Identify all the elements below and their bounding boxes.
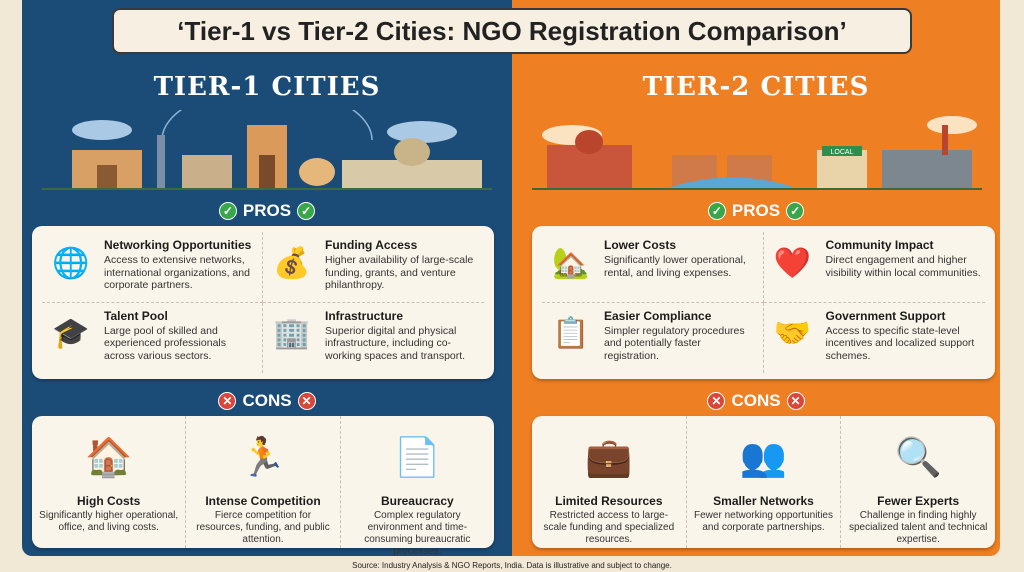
item-title: Smaller Networks [713, 494, 814, 508]
con-item: 📄 Bureaucracy Complex regulatory environme… [341, 416, 494, 557]
item-text: Challenge in finding highly specialized … [848, 510, 988, 545]
check-icon: ✓ [218, 202, 237, 220]
check-icon: ✓ [786, 202, 805, 220]
network-globe-icon: 🌐 [52, 246, 90, 280]
small-network-icon: 👥 [739, 437, 788, 479]
item-text: Higher availability of large-scale fundi… [325, 254, 474, 292]
check-icon: ✓ [297, 202, 316, 220]
con-item: 👥 Smaller Networks Fewer networking opport… [687, 416, 842, 548]
item-text: Access to specific state-level incentive… [825, 324, 975, 362]
briefcase-coin-icon: 💼 [585, 437, 633, 479]
government-handshake-icon: 🤝 [773, 317, 812, 350]
pro-item: ❤️ Community Impact Direct engagement and … [763, 232, 985, 303]
x-icon: ✕ [786, 392, 805, 410]
coins-house-icon: 🏡 [552, 246, 590, 280]
tier1-pros-card: 🌐 Networking Opportunities Access to exten… [32, 226, 494, 379]
pro-item: 🎓 Talent Pool Large pool of skilled and ex… [42, 302, 263, 373]
item-title: Fewer Experts [877, 494, 960, 508]
x-icon: ✕ [218, 392, 237, 410]
item-title: Limited Resources [555, 494, 663, 508]
item-text: Complex regulatory environment and time-… [364, 510, 471, 557]
tier1-heading: TIER-1 CITIES [153, 72, 381, 102]
tier2-panel: TIER-2 CITIES LOCAL ✓ PROS ✓ 🏡 Lower Costs S… [512, 0, 1000, 556]
graduation-people-icon: 🎓 [52, 317, 90, 350]
red-tape-documents-icon: 📄 [393, 437, 441, 479]
tier1-panel: TIER-1 CITIES ✓ PROS ✓ 🌐 Networking Opportu… [22, 0, 512, 557]
x-icon: ✕ [297, 392, 316, 410]
x-icon: ✕ [707, 392, 726, 410]
con-item: 🏃 Intense Competition Fierce competition f… [186, 416, 341, 548]
item-title: Funding Access [325, 238, 418, 252]
tier2-heading: TIER-2 CITIES [642, 72, 870, 102]
tier2-cons-card: 💼 Limited Resources Restricted access to l… [532, 416, 995, 548]
item-title: Intense Competition [205, 494, 321, 508]
con-item: 🏠 High Costs Significantly higher operatio… [32, 416, 187, 548]
source-note: Source: Industry Analysis & NGO Reports,… [352, 561, 672, 570]
pro-item: 🌐 Networking Opportunities Access to exten… [42, 232, 263, 303]
con-item: 🔍 Fewer Experts Challenge in finding highl… [841, 416, 995, 548]
expert-search-icon: 🔍 [894, 437, 942, 479]
pro-item: 💰 Funding Access Higher availability of la… [263, 232, 484, 303]
item-title: Talent Pool [104, 308, 168, 323]
rising-cost-house-icon: 🏠 [84, 437, 133, 479]
item-text: Significantly higher operational, office… [39, 510, 179, 533]
item-title: High Costs [76, 494, 141, 508]
item-text: Fierce competition for resources, fundin… [196, 510, 330, 545]
item-title: Networking Opportunities [104, 238, 252, 252]
item-text: Significantly lower operational, rental,… [604, 254, 746, 279]
item-text: Large pool of skilled and experienced pr… [104, 324, 226, 362]
local-sign: LOCAL [831, 149, 854, 156]
pro-item: 📋 Easier Compliance Simpler regulatory pro… [542, 302, 764, 373]
checklist-icon: 📋 [552, 317, 590, 350]
runners-race-icon: 🏃 [239, 437, 287, 479]
heart-hands-icon: ❤️ [773, 246, 812, 280]
item-text: Superior digital and physical infrastruc… [325, 324, 466, 362]
office-building-icon: 🏢 [273, 317, 311, 350]
item-title: Infrastructure [325, 308, 404, 323]
item-text: Direct engagement and higher visibility … [825, 254, 981, 279]
item-title: Bureaucracy [380, 494, 454, 508]
item-title: Community Impact [825, 238, 934, 252]
pro-item: 🏢 Infrastructure Superior digital and phys… [263, 303, 484, 374]
pro-item: 🤝 Government Support Access to specific st… [764, 303, 986, 374]
tier1-cons-heading: ✕ CONS ✕ [22, 391, 512, 411]
item-text: Restricted access to large-scale funding… [543, 510, 675, 545]
tier1-skyline-illustration [42, 110, 492, 190]
pro-item: 🏡 Lower Costs Significantly lower operatio… [542, 232, 764, 303]
tier2-skyline-illustration: LOCAL [532, 116, 982, 190]
item-text: Fewer networking opportunities and corpo… [694, 510, 833, 533]
item-title: Easier Compliance [604, 308, 712, 323]
con-item: 💼 Limited Resources Restricted access to l… [532, 416, 687, 548]
tier2-pros-heading: ✓ PROS ✓ [512, 201, 1000, 221]
item-text: Simpler regulatory procedures and potent… [604, 324, 745, 362]
item-title: Government Support [825, 308, 946, 323]
item-title: Lower Costs [604, 238, 677, 252]
check-icon: ✓ [707, 202, 726, 220]
page-title: ‘Tier-1 vs Tier-2 Cities: NGO Registrati… [112, 8, 912, 54]
tier1-pros-heading: ✓ PROS ✓ [22, 201, 512, 221]
item-text: Access to extensive networks, internatio… [104, 254, 250, 292]
tier2-cons-heading: ✕ CONS ✕ [512, 391, 1000, 411]
tier1-cons-card: 🏠 High Costs Significantly higher operatio… [32, 416, 494, 557]
coins-growth-icon: 💰 [273, 246, 311, 280]
tier2-pros-card: 🏡 Lower Costs Significantly lower operatio… [532, 226, 995, 379]
